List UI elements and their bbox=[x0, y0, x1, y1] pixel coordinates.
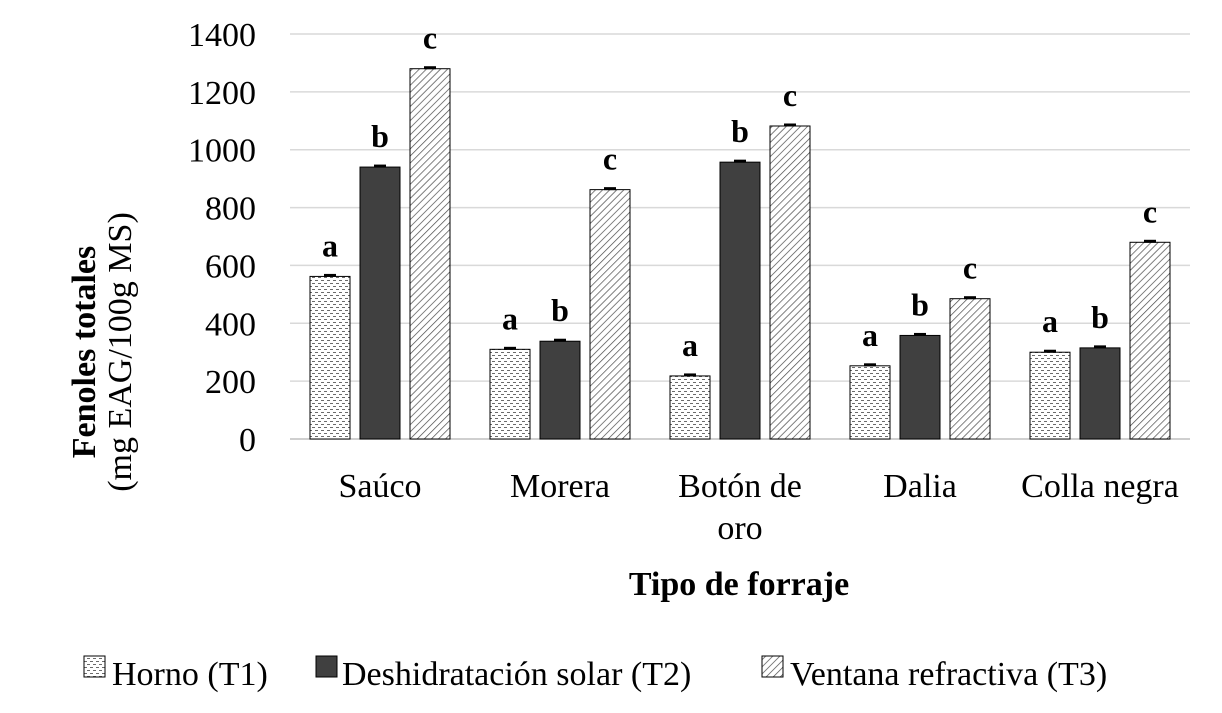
y-tick-label: 1000 bbox=[188, 133, 256, 170]
legend-label: Ventana refractiva (T3) bbox=[790, 656, 1107, 693]
category-label: Saúco bbox=[338, 468, 421, 505]
y-axis-title-line2: (mg EAG/100g MS) bbox=[102, 212, 139, 492]
significance-label: b bbox=[731, 113, 749, 149]
bar bbox=[669, 375, 711, 440]
bar bbox=[949, 298, 991, 440]
significance-label: a bbox=[502, 300, 518, 336]
significance-label: c bbox=[423, 20, 437, 56]
significance-label: b bbox=[371, 118, 389, 154]
significance-label: a bbox=[322, 227, 338, 263]
category-label: Botón de bbox=[678, 468, 802, 505]
legend-label: Deshidratación solar (T2) bbox=[342, 656, 691, 693]
bar bbox=[1079, 347, 1121, 440]
significance-label: c bbox=[603, 141, 617, 177]
y-tick-label: 1200 bbox=[188, 75, 256, 112]
bar bbox=[589, 189, 631, 440]
bars bbox=[309, 66, 1171, 440]
significance-label: a bbox=[862, 317, 878, 353]
bar bbox=[489, 348, 531, 440]
significance-label: c bbox=[1143, 193, 1157, 229]
y-tick-label: 600 bbox=[205, 248, 256, 285]
significance-label: b bbox=[911, 286, 929, 322]
y-tick-label: 1400 bbox=[188, 17, 256, 54]
legend-label: Horno (T1) bbox=[112, 656, 268, 693]
y-tick-label: 400 bbox=[205, 306, 256, 343]
legend-swatch bbox=[761, 655, 784, 678]
significance-label: b bbox=[551, 292, 569, 328]
y-tick-label: 0 bbox=[239, 422, 256, 459]
y-axis-ticks: 0 200 400 600 800 1000 1200 1400 bbox=[188, 17, 256, 459]
significance-label: b bbox=[1091, 299, 1109, 335]
bar bbox=[539, 340, 581, 440]
bar bbox=[309, 275, 351, 440]
bar bbox=[849, 365, 891, 440]
y-tick-label: 200 bbox=[205, 364, 256, 401]
bar bbox=[719, 161, 761, 440]
y-axis-subtitle: (mg EAG/100g MS) bbox=[102, 212, 139, 492]
y-tick-label: 800 bbox=[205, 191, 256, 228]
category-label: Morera bbox=[510, 468, 610, 505]
bar bbox=[1029, 351, 1071, 440]
y-axis-title: Fenoles totales bbox=[66, 246, 103, 458]
legend: Horno (T1) Deshidratación solar (T2) Venta… bbox=[83, 655, 1107, 693]
y-axis-title-line1: Fenoles totales bbox=[66, 246, 103, 458]
legend-swatch bbox=[315, 655, 338, 678]
bar bbox=[409, 68, 451, 440]
significance-label: a bbox=[1042, 303, 1058, 339]
significance-label: a bbox=[682, 327, 698, 363]
bar bbox=[899, 334, 941, 440]
bar bbox=[1129, 241, 1171, 440]
bar bbox=[769, 125, 811, 440]
category-label: Colla negra bbox=[1021, 468, 1179, 505]
x-axis-categories: Saúco Morera Botón de oro Dalia Colla negra bbox=[338, 468, 1178, 547]
x-axis-title: Tipo de forraje bbox=[629, 566, 849, 603]
category-label: Dalia bbox=[883, 468, 957, 505]
category-label: oro bbox=[717, 510, 762, 547]
legend-swatch bbox=[83, 655, 106, 678]
bar bbox=[359, 166, 401, 440]
significance-label: c bbox=[783, 77, 797, 113]
significance-label: c bbox=[963, 250, 977, 286]
